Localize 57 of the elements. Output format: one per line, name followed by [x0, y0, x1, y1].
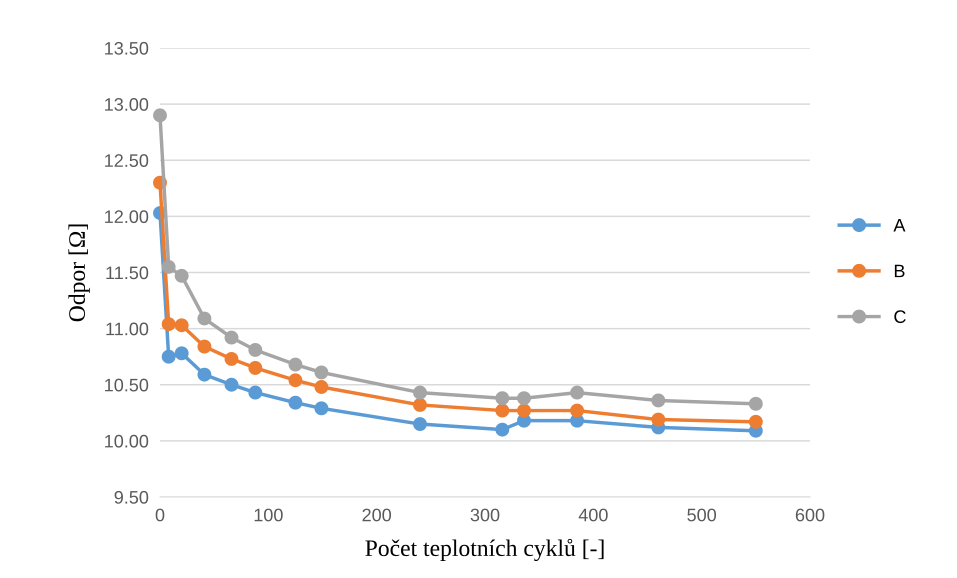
point [197, 312, 212, 326]
x-tick-label: 600 [796, 508, 824, 522]
point [651, 394, 666, 408]
y-tick-label: 11.50 [106, 266, 148, 280]
y-axis-title: Odpor [Ω] [68, 224, 90, 322]
point [162, 260, 176, 274]
point [162, 350, 176, 364]
legend-label: C [894, 310, 906, 324]
point [174, 268, 189, 283]
point [413, 398, 427, 412]
x-tick-label: 100 [254, 508, 283, 522]
point [314, 401, 328, 416]
x-tick-label: 200 [362, 508, 392, 522]
point [517, 404, 531, 418]
point [288, 373, 302, 388]
y-tick-label: 10.00 [105, 434, 148, 448]
point [495, 391, 510, 406]
y-tick-label: 10.50 [105, 378, 148, 392]
point [413, 386, 427, 400]
x-tick-label: 400 [578, 508, 608, 522]
y-tick-label: 12.00 [105, 210, 148, 224]
point [495, 404, 510, 418]
point [174, 318, 189, 332]
point [174, 346, 189, 360]
x-tick-label: 0 [156, 508, 164, 522]
point [748, 396, 763, 411]
point [248, 386, 262, 400]
y-tick-label: 13.50 [105, 42, 148, 55]
point [570, 404, 584, 418]
point [248, 343, 262, 357]
point [288, 396, 302, 410]
point [197, 368, 212, 382]
y-tick-label: 11.00 [106, 322, 148, 336]
point [748, 414, 763, 429]
point [224, 330, 238, 345]
y-tick-label: 13.00 [105, 98, 148, 111]
point [224, 352, 238, 366]
point [153, 108, 167, 122]
point [314, 380, 328, 394]
y-tick-label: 12.50 [105, 154, 148, 167]
point [570, 386, 584, 400]
point [224, 378, 238, 392]
point [651, 412, 666, 426]
legend-label: B [894, 264, 905, 278]
point [495, 422, 510, 437]
y-tick-label: 9.50 [114, 490, 148, 504]
x-tick-label: 500 [687, 508, 716, 522]
x-axis-title: Počet teplotních cyklů [-] [365, 538, 604, 562]
point [517, 391, 531, 406]
point [162, 317, 176, 332]
point [314, 365, 328, 380]
legend-label: A [893, 219, 906, 232]
point [197, 340, 212, 354]
point [288, 358, 302, 372]
x-tick-label: 300 [470, 508, 500, 522]
point [248, 360, 262, 375]
point [413, 417, 427, 431]
